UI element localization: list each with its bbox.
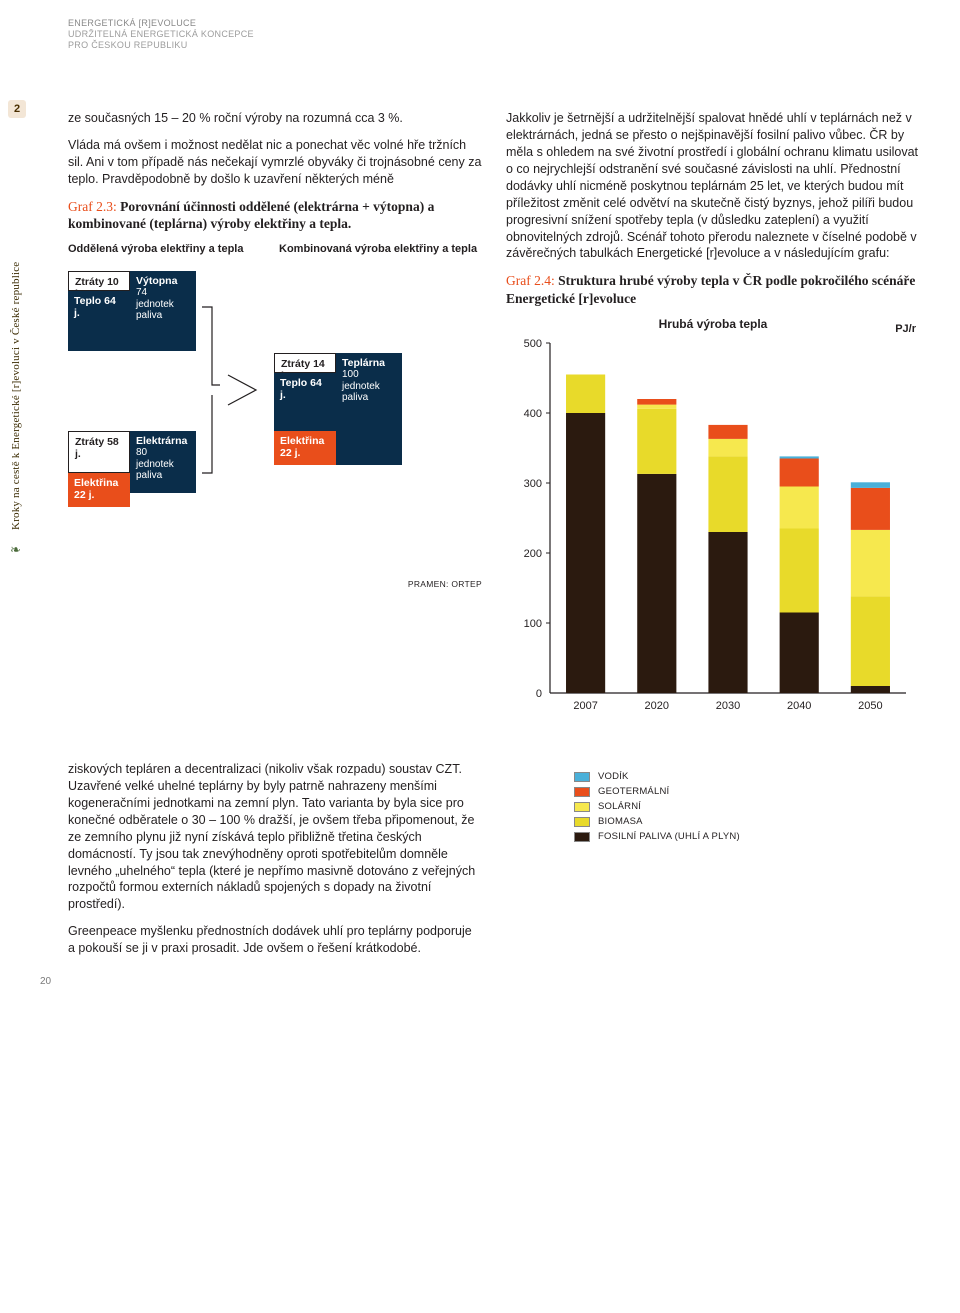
chart-legend: VODÍK GEOTERMÁLNÍ SOLÁRNÍ BIOMASA FOSILNÍ PA…: [506, 771, 920, 842]
box-elektrina22b: Elektřina 22 j.: [274, 431, 336, 465]
body-paragraph: Greenpeace myšlenku přednostních dodávek…: [68, 923, 482, 957]
figure-caption: Graf 2.4: Struktura hrubé výroby tepla v…: [506, 272, 920, 307]
box-teplo64b: Teplo 64 j.: [274, 373, 336, 431]
figure-title: Porovnání účinnosti oddělené (elektrárna…: [68, 199, 434, 232]
box-elektrarna: Elektrárna 80 jednotek paliva: [130, 431, 196, 493]
svg-text:500: 500: [524, 338, 542, 350]
svg-text:2007: 2007: [573, 700, 597, 712]
legend-label: FOSILNÍ PALIVA (UHLÍ A PLYN): [598, 831, 740, 842]
body-paragraph: Jakkoliv je šetrnější a udržitelnější sp…: [506, 110, 920, 262]
diagram-subhead-left: Oddělená výroba elektřiny a tepla: [68, 243, 271, 255]
legend-label: SOLÁRNÍ: [598, 801, 641, 812]
legend-label: GEOTERMÁLNÍ: [598, 786, 669, 797]
box-ztraty58: Ztráty 58 j.: [68, 431, 130, 473]
stacked-bar-chart: Hrubá výroba tepla PJ/r 0100200300400500…: [506, 317, 920, 737]
header-line: PRO ČESKOU REPUBLIKU: [68, 40, 920, 51]
legend-swatch: [574, 832, 590, 842]
figure-ref: Graf 2.3:: [68, 199, 117, 214]
box-teplo64: Teplo 64 j.: [68, 291, 130, 351]
svg-text:2020: 2020: [645, 700, 669, 712]
legend-item: BIOMASA: [574, 816, 920, 827]
svg-text:300: 300: [524, 478, 542, 490]
box-sub: 80 jednotek paliva: [136, 447, 190, 482]
side-vertical-title: Kroky na cestě k Energetické [r]evoluci …: [10, 130, 22, 530]
legend-swatch: [574, 772, 590, 782]
legend-item: FOSILNÍ PALIVA (UHLÍ A PLYN): [574, 831, 920, 842]
figure-source: PRAMEN: ORTEP: [68, 579, 482, 589]
legend-item: VODÍK: [574, 771, 920, 782]
legend-swatch: [574, 817, 590, 827]
box-vytopna: Výtopna 74 jednotek paliva: [130, 271, 196, 351]
right-column: Jakkoliv je šetrnější a udržitelnější sp…: [506, 110, 920, 737]
chart-svg: 0 100 200 300 400 500 2007 2020 2030 2040 2050: [506, 321, 916, 721]
diagram-subhead-right: Kombinovaná výroba elektřiny a tepla: [279, 243, 482, 255]
figure-caption: Graf 2.3: Porovnání účinnosti oddělené (…: [68, 198, 482, 233]
box-sub: 74 jednotek paliva: [136, 287, 190, 322]
chapter-number-tab: 2: [8, 100, 26, 118]
body-paragraph: ziskových tepláren a decentralizaci (nik…: [68, 761, 482, 913]
svg-text:2040: 2040: [787, 700, 811, 712]
legend-swatch: [574, 802, 590, 812]
body-paragraph: ze současných 15 – 20 % roční výroby na …: [68, 110, 482, 127]
box-ztraty14: Ztráty 14 j.: [274, 353, 336, 373]
doc-header: ENERGETICKÁ [R]EVOLUCE UDRŽITELNÁ ENERGE…: [68, 18, 920, 50]
page-number: 20: [40, 976, 51, 987]
svg-text:2050: 2050: [858, 700, 882, 712]
legend-swatch: [574, 787, 590, 797]
legend-item: SOLÁRNÍ: [574, 801, 920, 812]
legend-label: BIOMASA: [598, 816, 643, 827]
body-paragraph: Vláda má ovšem i možnost nedělat nic a p…: [68, 137, 482, 188]
leaf-icon: ❧: [10, 542, 21, 558]
header-line: ENERGETICKÁ [R]EVOLUCE: [68, 18, 920, 29]
svg-text:400: 400: [524, 408, 542, 420]
lower-right-column: VODÍK GEOTERMÁLNÍ SOLÁRNÍ BIOMASA FOSILNÍ PA…: [506, 761, 920, 967]
box-ztraty10: Ztráty 10 j.: [68, 271, 130, 291]
figure-title: Struktura hrubé výroby tepla v ČR podle …: [506, 273, 915, 306]
lower-left-column: ziskových tepláren a decentralizaci (nik…: [68, 761, 482, 967]
box-teplarna: Teplárna 100 jednotek paliva: [336, 353, 402, 465]
svg-text:100: 100: [524, 618, 542, 630]
left-column: ze současných 15 – 20 % roční výroby na …: [68, 110, 482, 737]
box-sub: 100 jednotek paliva: [342, 369, 396, 404]
box-title: Elektrárna: [136, 435, 190, 447]
svg-text:2030: 2030: [716, 700, 740, 712]
legend-item: GEOTERMÁLNÍ: [574, 786, 920, 797]
box-title: Výtopna: [136, 275, 190, 287]
box-title: Teplárna: [342, 357, 396, 369]
svg-text:200: 200: [524, 548, 542, 560]
legend-label: VODÍK: [598, 771, 629, 782]
header-line: UDRŽITELNÁ ENERGETICKÁ KONCEPCE: [68, 29, 920, 40]
figure-ref: Graf 2.4:: [506, 273, 555, 288]
svg-text:0: 0: [536, 688, 542, 700]
bracket-icon: [200, 305, 224, 475]
box-elektrina22: Elektřina 22 j.: [68, 473, 130, 507]
arrow-icon: [226, 373, 262, 407]
efficiency-diagram: Ztráty 10 j. Teplo 64 j. Výtopna 74 jedn…: [68, 265, 482, 575]
